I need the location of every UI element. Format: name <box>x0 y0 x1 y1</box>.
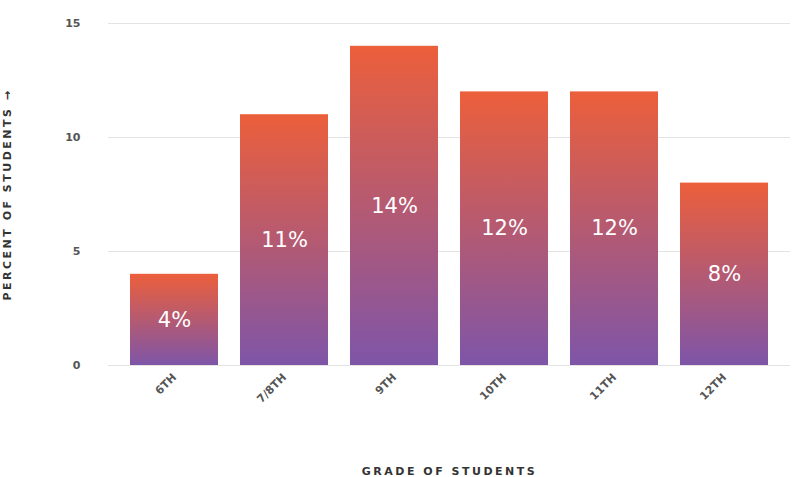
svg-text:12TH: 12TH <box>697 371 729 403</box>
svg-text:5: 5 <box>73 245 81 258</box>
svg-text:10: 10 <box>65 131 81 144</box>
svg-text:14%: 14% <box>371 194 418 218</box>
svg-text:12%: 12% <box>591 216 638 240</box>
svg-text:7/8TH: 7/8TH <box>254 371 289 406</box>
svg-text:12%: 12% <box>481 216 528 240</box>
svg-text:0: 0 <box>73 359 81 372</box>
svg-text:15: 15 <box>65 17 80 30</box>
svg-text:11%: 11% <box>261 228 308 252</box>
svg-text:PERCENT OF STUDENTS →: PERCENT OF STUDENTS → <box>1 88 14 300</box>
svg-text:9TH: 9TH <box>373 371 399 397</box>
svg-text:GRADE OF STUDENTS: GRADE OF STUDENTS <box>362 465 537 477</box>
svg-text:10TH: 10TH <box>477 371 509 403</box>
svg-text:8%: 8% <box>708 262 741 286</box>
svg-text:11TH: 11TH <box>587 371 619 403</box>
svg-text:6TH: 6TH <box>153 371 179 397</box>
svg-text:4%: 4% <box>158 308 191 332</box>
